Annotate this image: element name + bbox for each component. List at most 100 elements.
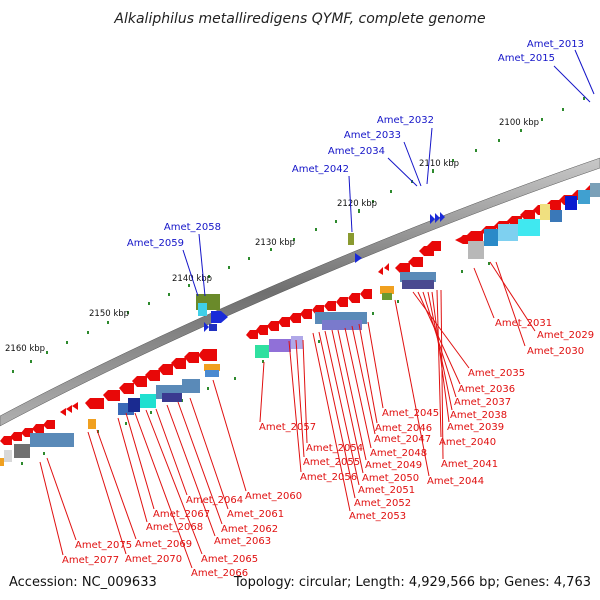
gene-leader-line — [331, 329, 364, 474]
gene-label: Amet_2057 — [259, 422, 316, 433]
gene-label: Amet_2055 — [303, 457, 360, 468]
kbp-label: 2150 kbp — [89, 309, 129, 319]
gene-label: Amet_2048 — [370, 448, 427, 459]
gene-label: Amet_2056 — [300, 472, 357, 483]
gene-label: Amet_2064 — [186, 495, 243, 506]
gene-leader-line — [324, 330, 360, 486]
gene-label: Amet_2070 — [125, 554, 182, 565]
gene-label: Amet_2032 — [377, 115, 434, 126]
gene-leader-line — [189, 397, 229, 510]
gene-label: Amet_2053 — [349, 511, 406, 522]
gene-leader-line — [145, 409, 203, 555]
gene-leader-line — [495, 261, 526, 347]
gene-leader-line — [489, 261, 536, 332]
kbp-label: 2130 kbp — [255, 238, 295, 248]
gene-leader-line — [198, 233, 206, 297]
gene-leader-line — [166, 404, 216, 537]
kbp-label: 2120 kbp — [337, 199, 377, 209]
gene-leader-line — [212, 379, 247, 492]
gene-leader-line — [367, 321, 384, 409]
gene-leader-line — [302, 339, 308, 444]
gene-leader-line — [295, 339, 305, 458]
kbp-label: 2110 kbp — [419, 159, 459, 169]
gene-label: Amet_2013 — [527, 39, 584, 50]
gene-leader-line — [473, 267, 495, 319]
gene-leader-line — [177, 401, 223, 525]
gene-leader-line — [387, 157, 418, 187]
gene-leader-line — [117, 417, 148, 523]
gene-label: Amet_2062 — [221, 524, 278, 535]
gene-leader-line — [312, 332, 351, 512]
gene-labels: Amet_2013 Amet_2015 Amet_2032 Amet_2033 Amet… — [39, 39, 595, 579]
gene-leader-line — [318, 331, 356, 499]
gene-label: Amet_2069 — [135, 539, 192, 550]
gene-leader-line — [431, 291, 450, 423]
gene-label: Amet_2031 — [495, 318, 552, 329]
gene-label: Amet_2052 — [354, 498, 411, 509]
gene-label: Amet_2063 — [214, 536, 271, 547]
gene-label: Amet_2041 — [441, 459, 498, 470]
gene-label: Amet_2065 — [201, 554, 258, 565]
gene-leader-line — [39, 461, 64, 556]
gene-leader-line — [348, 175, 353, 233]
gene-label: Amet_2068 — [146, 522, 203, 533]
gene-label: Amet_2034 — [328, 146, 385, 157]
gene-leader-line — [96, 429, 137, 540]
gene-label: Amet_2047 — [374, 434, 431, 445]
gene-label: Amet_2061 — [227, 509, 284, 520]
kbp-label: 2160 kbp — [5, 344, 45, 354]
gene-leader-line — [155, 408, 188, 496]
gene-leader-line — [259, 361, 265, 423]
gene-leader-line — [358, 323, 378, 424]
gene-leader-line — [46, 457, 77, 541]
reverse-genes — [0, 183, 600, 466]
gene-label: Amet_2042 — [292, 164, 349, 175]
gene-leader-line — [351, 325, 376, 435]
gene-leader-line — [182, 249, 199, 297]
gene-label: Amet_2036 — [458, 384, 515, 395]
gene-label: Amet_2038 — [450, 410, 507, 421]
gene-label: Amet_2035 — [468, 368, 525, 379]
gene-leader-line — [422, 291, 457, 398]
gene-label: Amet_2058 — [164, 222, 221, 233]
gene-label: Amet_2037 — [454, 397, 511, 408]
gene-label: Amet_2050 — [362, 473, 419, 484]
gene-label: Amet_2039 — [447, 422, 504, 433]
gene-label: Amet_2045 — [382, 408, 439, 419]
gene-leader-line — [436, 289, 442, 438]
gene-label: Amet_2054 — [306, 443, 363, 454]
gene-leader-line — [344, 327, 372, 449]
gene-leader-line — [337, 329, 367, 461]
gene-label: Amet_2030 — [527, 346, 584, 357]
gene-label: Amet_2049 — [365, 460, 422, 471]
gene-label: Amet_2066 — [191, 568, 248, 579]
accession: Accession: NC_009633 — [9, 575, 157, 590]
gene-leader-line — [426, 127, 433, 185]
gene-leader-line — [288, 340, 302, 473]
gene-label: Amet_2029 — [537, 330, 594, 341]
gene-label: Amet_2040 — [439, 437, 496, 448]
genome-backbone — [0, 157, 600, 427]
gene-leader-line — [574, 49, 595, 95]
gene-label: Amet_2077 — [62, 555, 119, 566]
gene-leader-line — [394, 299, 430, 477]
gene-leader-line — [134, 412, 193, 569]
gene-label: Amet_2044 — [427, 476, 484, 487]
gene-label: Amet_2067 — [153, 509, 210, 520]
gene-leader-line — [553, 65, 591, 103]
gene-label: Amet_2051 — [358, 485, 415, 496]
gene-leader-line — [125, 412, 155, 510]
kbp-label: 2100 kbp — [499, 118, 539, 128]
gene-leader-line — [417, 291, 461, 385]
gene-label: Amet_2059 — [127, 238, 184, 249]
map-title: Alkaliphilus metalliredigens QYMF, compl… — [113, 11, 485, 27]
gene-leader-line — [403, 141, 422, 187]
genome-summary: Topology: circular; Length: 4,929,566 bp… — [233, 575, 591, 590]
kbp-scale-labels: 2100 kbp 2110 kbp 2120 kbp 2130 kbp 2140… — [5, 118, 539, 354]
gene-label: Amet_2075 — [75, 540, 132, 551]
forward-genes — [196, 212, 445, 332]
gene-label: Amet_2015 — [498, 53, 555, 64]
gene-leader-line — [87, 431, 127, 555]
gene-label: Amet_2060 — [245, 491, 302, 502]
